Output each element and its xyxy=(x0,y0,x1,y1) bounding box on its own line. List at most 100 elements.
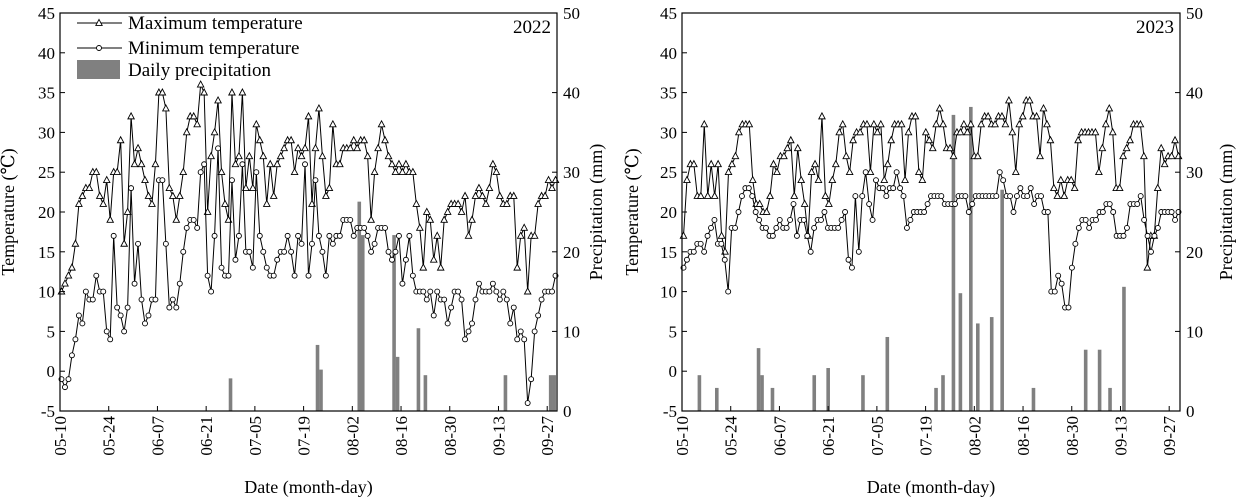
min-temperature-point xyxy=(893,169,900,176)
max-temperature-point xyxy=(1015,119,1024,128)
max-temperature-point xyxy=(1008,127,1017,136)
max-temperature-point xyxy=(1070,183,1079,191)
max-temperature-point xyxy=(991,119,999,128)
min-temperature-point xyxy=(364,232,371,239)
precipitation-bar xyxy=(319,369,323,411)
max-temperature-point xyxy=(492,167,501,176)
max-temperature-point xyxy=(1036,151,1044,160)
max-temperature-point xyxy=(137,159,146,168)
max-temperature-point xyxy=(92,167,101,176)
min-temperature-point xyxy=(838,217,845,223)
max-temperature-point xyxy=(168,191,177,199)
min-temperature-point xyxy=(745,185,752,192)
year-label: 2022 xyxy=(513,17,551,38)
max-temperature-point xyxy=(1171,135,1179,144)
min-temperature-point xyxy=(319,248,326,255)
min-temperature-point xyxy=(883,193,890,200)
max-temperature-point xyxy=(273,159,282,168)
min-temperature-point xyxy=(329,240,336,247)
min-temperature-point xyxy=(725,288,732,295)
max-temperature-point xyxy=(454,199,463,207)
max-temperature-point xyxy=(911,111,920,120)
max-temperature-point xyxy=(200,88,209,96)
min-temperature-point xyxy=(1110,209,1117,215)
min-temperature-point xyxy=(288,248,295,255)
max-temperature-point xyxy=(530,231,539,239)
max-temperature-point xyxy=(252,119,261,128)
max-temperature-point xyxy=(475,183,483,191)
min-temperature-point xyxy=(162,240,169,247)
max-temperature-point xyxy=(807,167,816,176)
chart-panel-2022: -5 0 5 10 15 20 25 30 35 40 45 0 10 20 30 40 50 05-10 05-2… xyxy=(0,4,607,498)
min-temperature-point xyxy=(1168,209,1175,215)
max-temperature-point xyxy=(935,103,944,112)
max-temperature-point xyxy=(516,231,525,239)
y-left-tick-label: 45 xyxy=(38,4,55,23)
max-temperature-point xyxy=(127,111,136,120)
y-right-axis-title: Precipitation (mm) xyxy=(586,144,607,280)
max-temperature-point xyxy=(335,159,344,168)
y-left-tick-label: 35 xyxy=(38,84,55,103)
max-temperature-point xyxy=(683,175,691,184)
max-temperature-point xyxy=(1119,151,1128,160)
min-temperature-point xyxy=(697,240,704,247)
max-temperature-point xyxy=(1108,127,1117,136)
y-left-tick-label: 30 xyxy=(38,123,55,142)
min-temperature-point xyxy=(117,312,124,319)
max-temperature-point xyxy=(1046,135,1055,144)
max-temperature-point xyxy=(1157,143,1166,152)
max-temperature-point xyxy=(182,127,191,136)
min-temperature-point xyxy=(239,161,246,168)
min-temperature-point xyxy=(469,320,475,327)
min-temperature-point xyxy=(218,264,225,271)
min-temperature-point xyxy=(75,312,82,319)
precipitation-bar xyxy=(552,375,556,411)
max-temperature-point xyxy=(800,199,809,207)
min-temperature-point xyxy=(302,161,308,168)
max-temperature-point xyxy=(1094,167,1103,176)
max-temperature-point xyxy=(102,175,111,184)
x-axis-title: Date (month-day) xyxy=(244,477,372,498)
max-temperature-point xyxy=(363,151,372,160)
min-temperature-line xyxy=(683,170,1179,309)
min-temperature-point xyxy=(152,296,159,303)
max-temperature-point xyxy=(1049,183,1058,191)
max-temperature-point xyxy=(71,239,80,247)
max-temperature-point xyxy=(828,175,837,184)
max-temperature-point xyxy=(443,207,452,215)
y-left-tick-label: 0 xyxy=(47,362,56,381)
y-right-axis-title: Precipitation (mm) xyxy=(1216,144,1237,280)
min-temperature-point xyxy=(773,224,780,231)
min-temperature-point xyxy=(131,280,138,287)
min-temperature-point xyxy=(434,288,441,295)
min-temperature-point xyxy=(835,224,842,231)
min-temperature-point xyxy=(427,288,434,295)
max-temperature-point xyxy=(74,199,83,207)
min-temperature-point xyxy=(718,240,725,247)
max-temperature-point xyxy=(144,191,153,199)
precipitation-bar xyxy=(1097,349,1102,411)
x-tick-label: 08-30 xyxy=(1063,416,1082,456)
x-tick-label: 09-27 xyxy=(538,416,557,456)
max-temperature-point xyxy=(783,143,792,152)
x-tick-label: 05-10 xyxy=(673,416,692,456)
min-temperature-point xyxy=(135,240,141,247)
max-temperature-point xyxy=(116,135,125,144)
max-temperature-point xyxy=(106,215,115,223)
min-temperature-point xyxy=(756,217,763,223)
min-temperature-point xyxy=(804,232,811,239)
precipitation-bar xyxy=(941,375,945,411)
min-temperature-point xyxy=(1082,217,1089,223)
x-axis-title: Date (month-day) xyxy=(867,477,995,498)
max-temperature-point xyxy=(766,191,774,199)
min-temperature-point xyxy=(82,288,89,295)
min-temperature-point xyxy=(430,312,437,319)
max-temperature-point xyxy=(856,127,864,136)
precipitation-bar xyxy=(958,293,963,411)
min-temperature-point xyxy=(385,248,392,255)
max-temperature-point xyxy=(422,207,431,215)
min-temperature-point xyxy=(538,296,545,303)
y-right-tick-label: 30 xyxy=(1186,163,1203,182)
max-temperature-point xyxy=(217,167,226,176)
